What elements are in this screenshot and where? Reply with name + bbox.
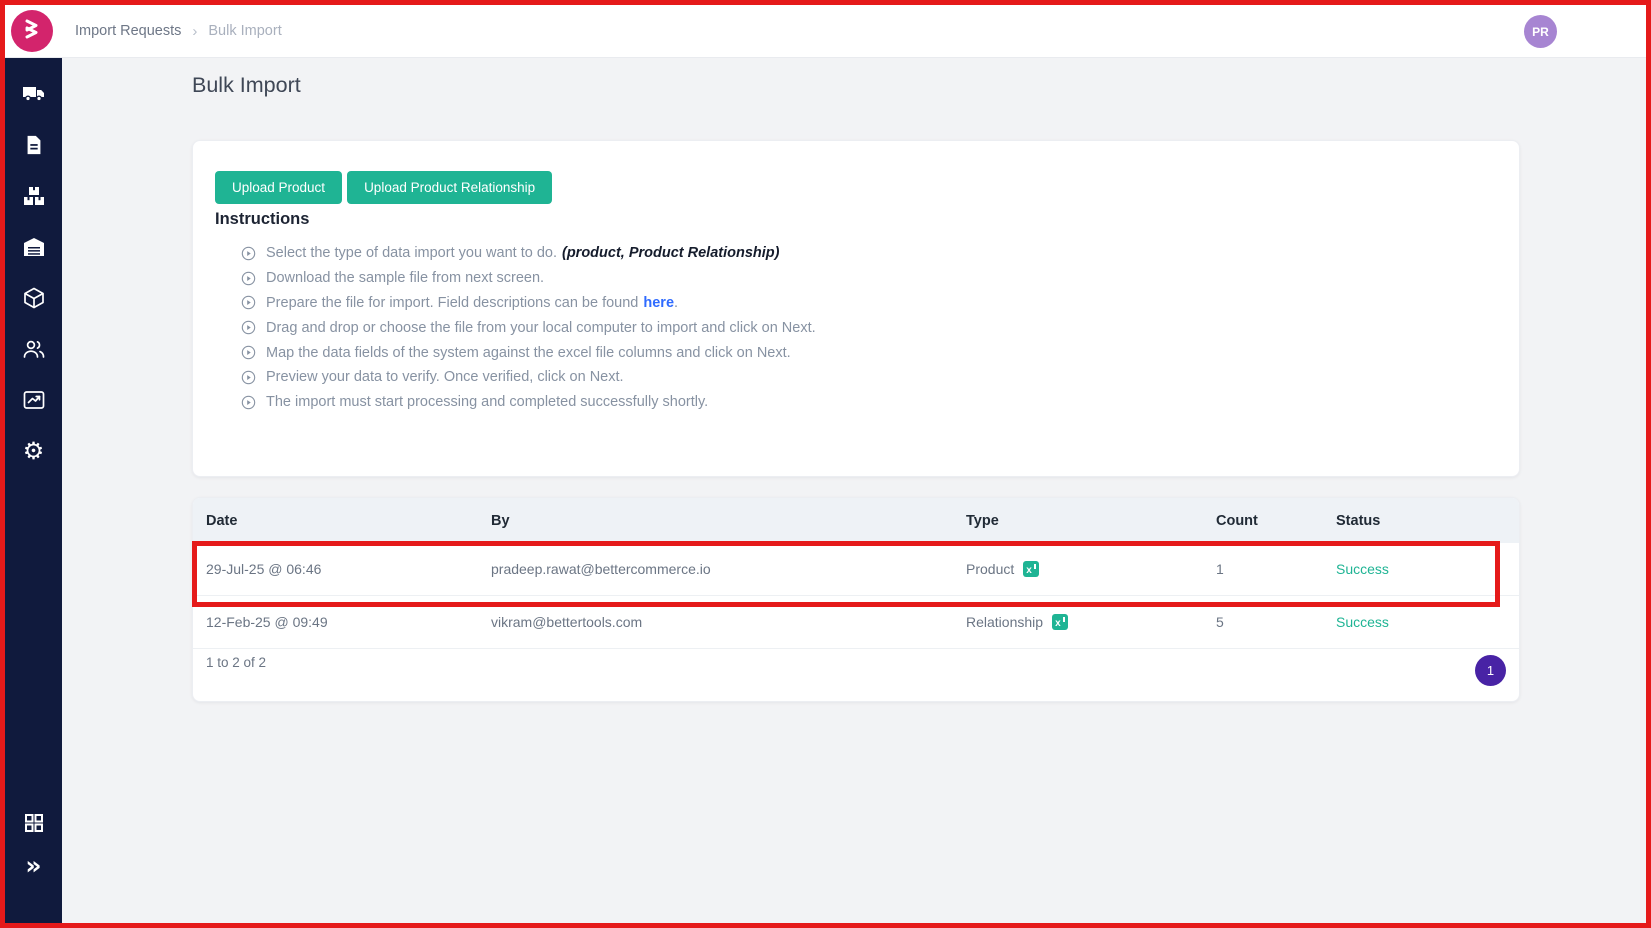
breadcrumb-import-requests[interactable]: Import Requests bbox=[75, 23, 182, 39]
instruction-emphasis: (product, Product Relationship) bbox=[561, 245, 780, 262]
play-circle-icon bbox=[241, 271, 256, 285]
table-row[interactable]: 12-Feb-25 @ 09:49 vikram@bettertools.com… bbox=[193, 596, 1519, 649]
status-link[interactable]: Success bbox=[1336, 614, 1389, 630]
cell-type: Product x bbox=[966, 561, 1216, 577]
instruction-item: Select the type of data import you want … bbox=[241, 241, 816, 266]
sidebar-bottom-group: » bbox=[5, 811, 62, 880]
type-label: Product bbox=[966, 561, 1015, 577]
status-link[interactable]: Success bbox=[1336, 561, 1389, 577]
main-content: Bulk Import Upload Product Upload Produc… bbox=[62, 57, 1646, 923]
cell-date: 12-Feb-25 @ 09:49 bbox=[206, 614, 328, 630]
play-circle-icon bbox=[241, 246, 256, 261]
excel-file-icon[interactable]: x bbox=[1023, 561, 1040, 577]
pallet-boxes-icon[interactable] bbox=[22, 184, 46, 208]
type-label: Relationship bbox=[966, 614, 1044, 630]
table-header: Date By Type Count Status bbox=[193, 498, 1519, 543]
breadcrumb: Import Requests › Bulk Import bbox=[75, 5, 282, 57]
users-icon[interactable] bbox=[22, 337, 46, 361]
breadcrumb-bulk-import: Bulk Import bbox=[208, 23, 282, 39]
play-circle-icon bbox=[241, 395, 256, 409]
upload-buttons-row: Upload Product Upload Product Relationsh… bbox=[215, 171, 553, 204]
apps-grid-icon[interactable] bbox=[22, 811, 46, 835]
field-descriptions-link[interactable]: here bbox=[643, 294, 675, 311]
instruction-text: Download the sample file from next scree… bbox=[266, 270, 545, 287]
cell-by: pradeep.rawat@bettercommerce.io bbox=[491, 561, 711, 577]
instruction-text: Select the type of data import you want … bbox=[266, 245, 557, 262]
instruction-text: Drag and drop or choose the file from yo… bbox=[266, 319, 816, 336]
instruction-item: The import must start processing and com… bbox=[241, 390, 816, 415]
brand-logo[interactable] bbox=[11, 10, 53, 52]
instruction-text: Prepare the file for import. Field descr… bbox=[266, 294, 639, 311]
instruction-item: Preview your data to verify. Once verifi… bbox=[241, 365, 816, 390]
settings-gear-icon[interactable]: ⚙ bbox=[22, 437, 45, 465]
cell-date: 29-Jul-25 @ 06:46 bbox=[206, 561, 322, 577]
instruction-item: Prepare the file for import. Field descr… bbox=[241, 291, 816, 316]
warehouse-icon[interactable] bbox=[22, 235, 46, 259]
cell-count: 1 bbox=[1216, 561, 1224, 577]
import-history-card: Date By Type Count Status 29-Jul-25 @ 06… bbox=[192, 497, 1520, 702]
column-status[interactable]: Status bbox=[1336, 512, 1381, 529]
top-bar: Import Requests › Bulk Import PR bbox=[5, 5, 1646, 58]
pagination-summary: 1 to 2 of 2 bbox=[206, 655, 267, 670]
play-circle-icon bbox=[241, 321, 256, 335]
upload-product-button[interactable]: Upload Product bbox=[215, 171, 343, 204]
instruction-item: Map the data fields of the system agains… bbox=[241, 340, 816, 365]
play-circle-icon bbox=[241, 296, 256, 310]
instruction-suffix: . bbox=[674, 294, 679, 311]
instructions-list: Select the type of data import you want … bbox=[241, 241, 816, 415]
table-row[interactable]: 29-Jul-25 @ 06:46 pradeep.rawat@betterco… bbox=[193, 543, 1519, 596]
instruction-text: Preview your data to verify. Once verifi… bbox=[266, 369, 624, 386]
cell-type: Relationship x bbox=[966, 614, 1216, 630]
cell-by: vikram@bettertools.com bbox=[491, 614, 643, 630]
package-icon[interactable] bbox=[22, 286, 46, 310]
play-circle-icon bbox=[241, 370, 256, 385]
analytics-icon[interactable] bbox=[22, 388, 46, 412]
upload-product-relationship-button[interactable]: Upload Product Relationship bbox=[347, 171, 553, 204]
page-title: Bulk Import bbox=[192, 73, 301, 97]
instruction-item: Drag and drop or choose the file from yo… bbox=[241, 315, 816, 340]
column-by[interactable]: By bbox=[491, 512, 510, 529]
sidebar-top-group: ⚙ bbox=[5, 82, 62, 463]
user-avatar[interactable]: PR bbox=[1524, 15, 1557, 48]
instruction-text: The import must start processing and com… bbox=[266, 394, 709, 411]
collapse-chevrons-icon[interactable]: » bbox=[25, 850, 42, 880]
instruction-item: Download the sample file from next scree… bbox=[241, 266, 816, 291]
excel-file-icon[interactable]: x bbox=[1052, 614, 1069, 630]
instruction-text: Map the data fields of the system agains… bbox=[266, 344, 791, 361]
cell-count: 5 bbox=[1216, 614, 1224, 630]
instructions-card: Upload Product Upload Product Relationsh… bbox=[192, 140, 1520, 477]
sidebar-nav: ⚙ » bbox=[5, 57, 62, 923]
pagination-page-1-button[interactable]: 1 bbox=[1475, 655, 1506, 686]
truck-icon[interactable] bbox=[22, 82, 46, 106]
breadcrumb-separator-icon: › bbox=[192, 22, 198, 40]
column-type[interactable]: Type bbox=[966, 512, 999, 529]
logo-chevrons-icon bbox=[19, 16, 45, 47]
column-count[interactable]: Count bbox=[1216, 512, 1258, 529]
document-icon[interactable] bbox=[22, 133, 46, 157]
instructions-heading: Instructions bbox=[215, 210, 310, 228]
column-date[interactable]: Date bbox=[206, 512, 238, 529]
play-circle-icon bbox=[241, 345, 256, 360]
